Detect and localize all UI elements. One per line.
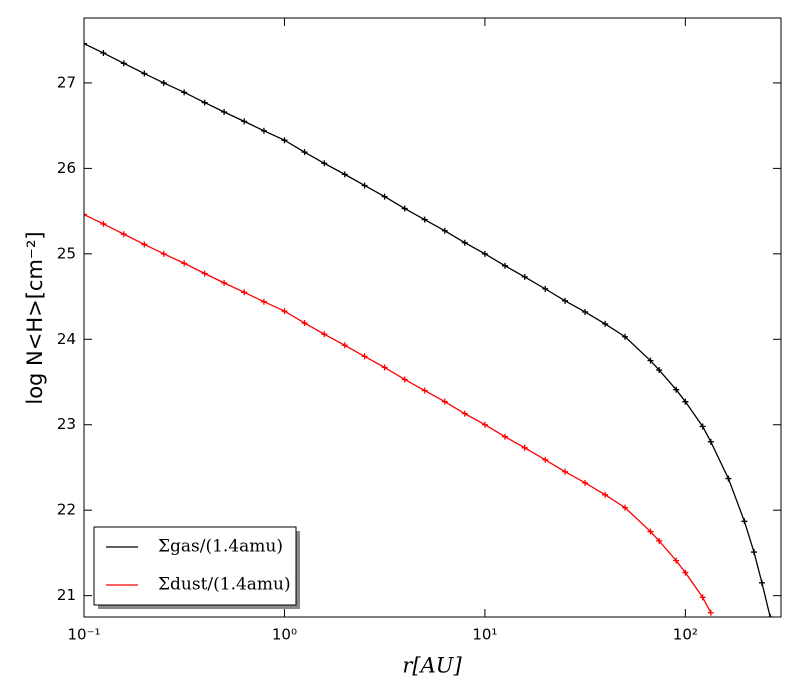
marker xyxy=(260,127,267,134)
y-tick-label: 26 xyxy=(57,159,76,177)
marker xyxy=(673,386,680,393)
marker xyxy=(401,205,408,212)
marker xyxy=(767,614,774,617)
marker xyxy=(741,518,748,525)
marker xyxy=(699,423,706,430)
marker xyxy=(321,160,328,167)
marker xyxy=(301,149,308,156)
marker xyxy=(562,297,569,304)
marker xyxy=(141,241,148,248)
legend-label: Σgas/(1.4amu) xyxy=(158,537,283,557)
marker xyxy=(622,333,629,340)
marker xyxy=(682,398,689,405)
marker xyxy=(181,260,188,267)
y-tick-label: 25 xyxy=(57,244,76,262)
marker xyxy=(750,549,757,556)
marker xyxy=(241,118,248,125)
marker xyxy=(301,320,308,327)
legend-label: Σdust/(1.4amu) xyxy=(158,575,291,595)
marker xyxy=(562,468,569,475)
marker xyxy=(84,40,87,47)
marker xyxy=(656,367,663,374)
marker xyxy=(582,308,589,315)
marker xyxy=(725,475,732,482)
marker xyxy=(421,216,428,223)
marker xyxy=(160,79,167,86)
marker xyxy=(441,398,448,405)
marker xyxy=(381,193,388,200)
marker xyxy=(341,171,348,178)
marker xyxy=(201,270,208,277)
marker xyxy=(241,289,248,296)
x-tick-label: 10⁰ xyxy=(272,626,297,644)
marker xyxy=(707,609,714,616)
marker xyxy=(361,182,368,189)
marker xyxy=(100,50,107,57)
marker xyxy=(521,273,528,280)
marker xyxy=(481,421,488,428)
marker xyxy=(281,308,288,315)
marker xyxy=(281,137,288,144)
y-axis-label: log N<H>[cm⁻²] xyxy=(23,231,47,404)
marker xyxy=(647,528,654,535)
marker xyxy=(521,444,528,451)
marker xyxy=(502,262,509,269)
marker xyxy=(321,331,328,338)
marker xyxy=(120,60,127,67)
marker xyxy=(260,298,267,305)
marker xyxy=(481,250,488,257)
marker xyxy=(602,491,609,498)
x-tick-label: 10⁻¹ xyxy=(67,626,100,644)
marker xyxy=(673,557,680,564)
marker xyxy=(699,594,706,601)
y-tick-label: 23 xyxy=(57,415,76,433)
marker xyxy=(100,220,107,227)
x-axis-label: r[AU] xyxy=(402,654,462,678)
marker xyxy=(221,279,228,286)
marker xyxy=(542,456,549,463)
marker xyxy=(181,89,188,96)
marker xyxy=(201,99,208,106)
marker xyxy=(341,342,348,349)
marker xyxy=(441,227,448,234)
marker xyxy=(120,231,127,238)
marker xyxy=(707,438,714,445)
marker xyxy=(421,387,428,394)
marker xyxy=(84,211,87,218)
marker xyxy=(160,250,167,257)
y-tick-label: 22 xyxy=(57,501,76,519)
marker xyxy=(381,364,388,371)
marker xyxy=(758,579,765,586)
y-tick-label: 24 xyxy=(57,330,76,348)
x-tick-label: 10¹ xyxy=(472,626,497,644)
marker xyxy=(221,108,228,115)
marker xyxy=(647,357,654,364)
x-tick-label: 10² xyxy=(673,626,698,644)
y-tick-label: 27 xyxy=(57,73,76,91)
y-tick-label: 21 xyxy=(57,586,76,604)
marker xyxy=(542,285,549,292)
marker xyxy=(602,320,609,327)
marker xyxy=(502,433,509,440)
marker xyxy=(682,569,689,576)
plot-frame xyxy=(83,17,782,618)
marker xyxy=(656,537,663,544)
marker xyxy=(461,410,468,417)
marker xyxy=(582,479,589,486)
marker xyxy=(622,504,629,511)
marker xyxy=(361,353,368,360)
legend xyxy=(93,526,297,606)
marker xyxy=(141,70,148,77)
series-line xyxy=(84,213,712,614)
marker xyxy=(401,376,408,383)
marker xyxy=(461,239,468,246)
